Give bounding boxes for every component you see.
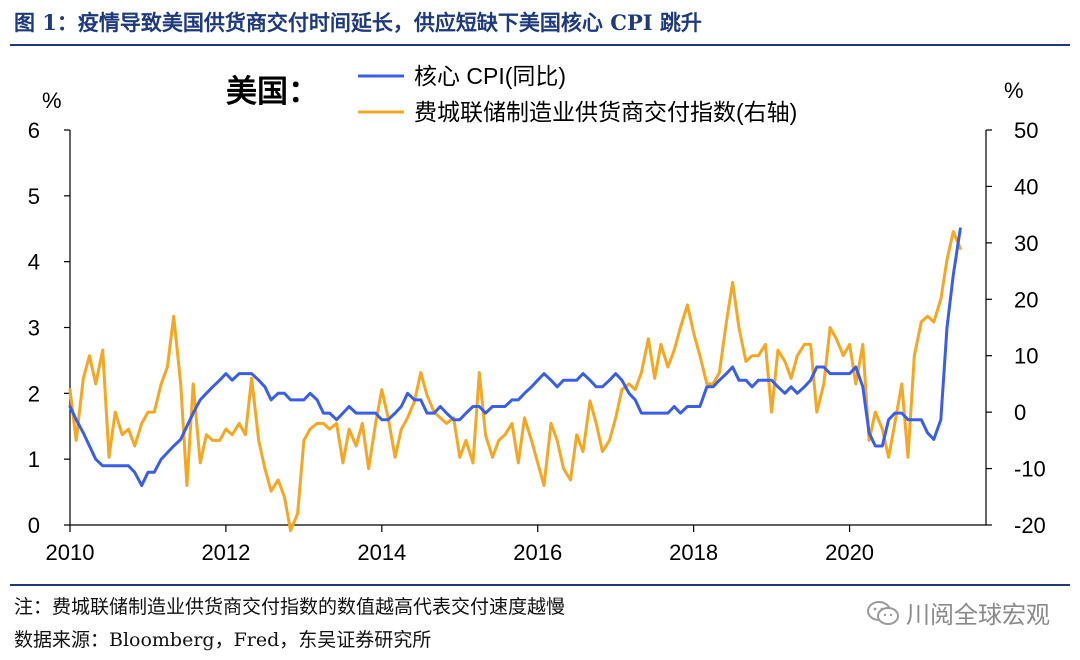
ticks: 0 1 2 3 4 5 6 -20 -10 0 10 20 30 40 50 2010 2012 2014 2016…	[28, 78, 1046, 565]
right-tick-label: 50	[1014, 118, 1038, 143]
left-tick-label: 5	[28, 184, 40, 209]
left-tick-label: 6	[28, 118, 40, 143]
x-tick-label: 2020	[825, 540, 874, 565]
left-tick-label: 0	[28, 513, 40, 538]
figure-title: 图 1：疫情导致美国供货商交付时间延长，供应短缺下美国核心 CPI 跳升	[14, 10, 702, 35]
right-tick-label: -20	[1014, 513, 1046, 538]
region-label: 美国：	[226, 74, 319, 110]
x-tick-label: 2012	[201, 540, 250, 565]
bottom-rule	[10, 584, 1070, 586]
legend: 美国： 核心 CPI(同比) 费城联储制造业供货商交付指数(右轴)	[226, 63, 797, 125]
top-rule	[10, 44, 1070, 46]
left-tick-label: 4	[28, 250, 40, 275]
watermark-text: 川阅全球宏观	[906, 601, 1050, 629]
wechat-icon	[867, 600, 899, 625]
right-tick-label: 10	[1014, 344, 1038, 369]
chart: 0 1 2 3 4 5 6 -20 -10 0 10 20 30 40 50 2010 2012 2014 2016…	[28, 63, 1046, 565]
data-source: 数据来源：Bloomberg，Fred，东吴证券研究所	[14, 629, 432, 651]
right-tick-label: 40	[1014, 174, 1038, 199]
right-tick-label: 30	[1014, 231, 1038, 256]
right-axis-unit: %	[1004, 78, 1024, 103]
left-axis-unit: %	[42, 88, 62, 113]
core-cpi-line	[68, 227, 962, 487]
x-tick-label: 2014	[357, 540, 406, 565]
legend-label-1: 费城联储制造业供货商交付指数(右轴)	[414, 99, 797, 125]
axes	[69, 130, 987, 526]
right-tick-label: 0	[1014, 400, 1026, 425]
x-tick-label: 2016	[513, 540, 562, 565]
x-tick-label: 2010	[46, 540, 95, 565]
x-tick-label: 2018	[669, 540, 718, 565]
left-tick-label: 2	[28, 381, 40, 406]
left-tick-label: 3	[28, 316, 40, 341]
watermark: 川阅全球宏观	[866, 595, 1050, 630]
left-tick-label: 1	[28, 447, 40, 472]
supplier-delivery-line	[68, 230, 962, 533]
legend-label-0: 核心 CPI(同比)	[414, 63, 566, 89]
series-lines	[68, 227, 962, 533]
right-tick-label: 20	[1014, 287, 1038, 312]
right-tick-label: -10	[1014, 457, 1046, 482]
chart-note: 注：费城联储制造业供货商交付指数的数值越高代表交付速度越慢	[14, 596, 566, 618]
